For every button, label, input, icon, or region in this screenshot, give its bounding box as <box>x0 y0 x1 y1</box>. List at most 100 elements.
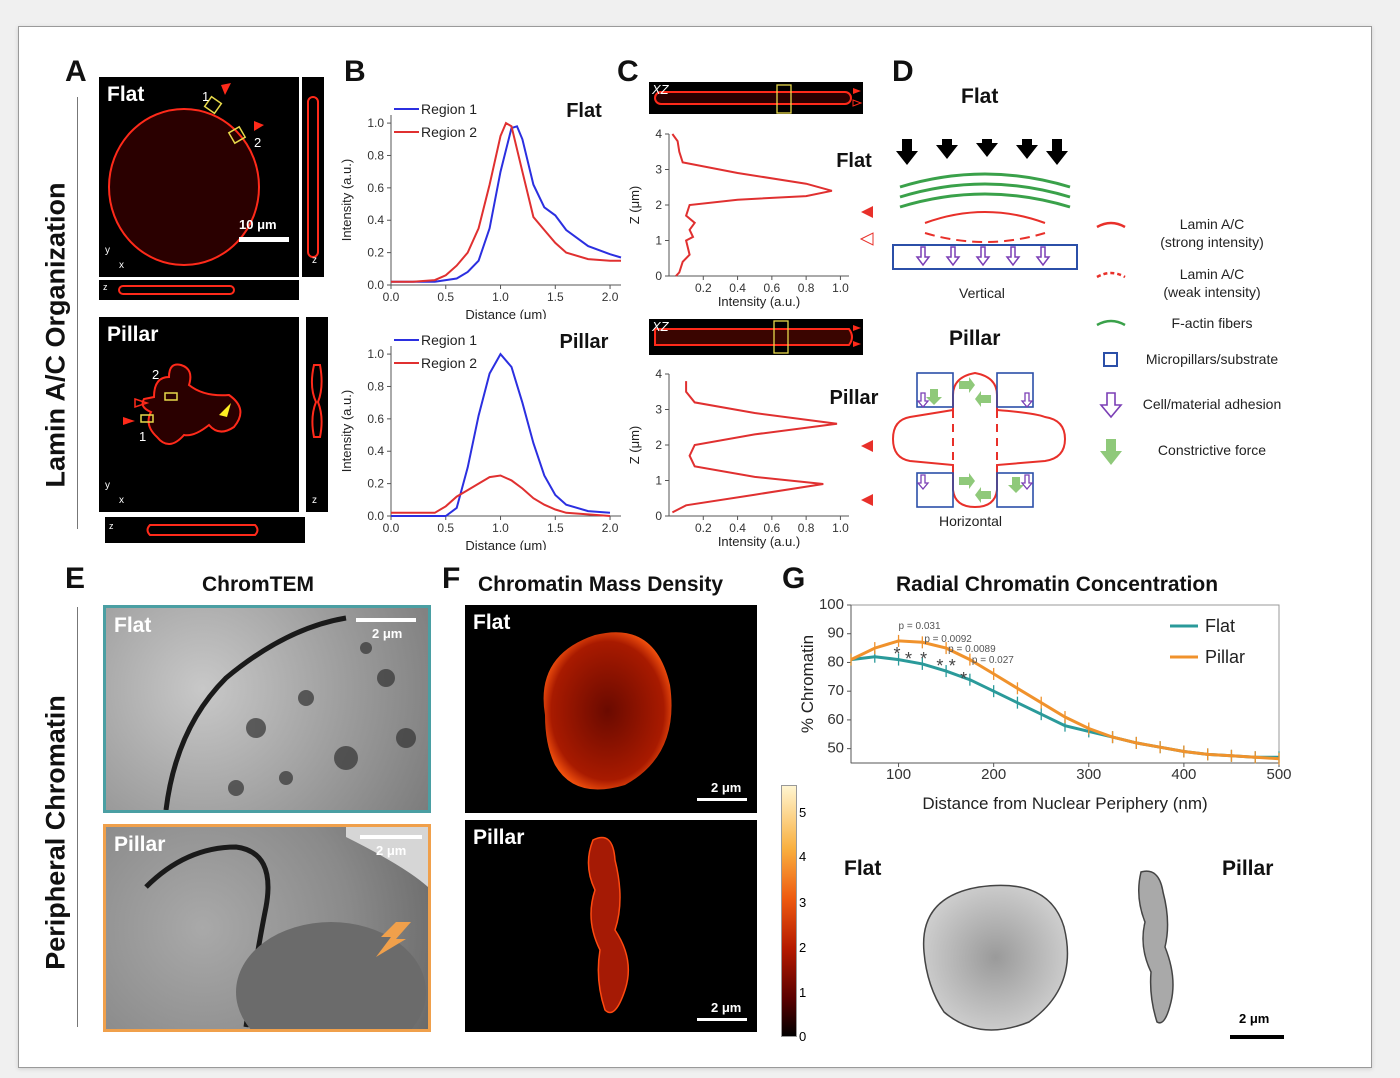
y-tick-label: 4 <box>655 127 662 141</box>
p-value-annotation: p = 0.031 <box>899 621 941 632</box>
panel-g-title: Radial Chromatin Concentration <box>896 573 1219 596</box>
colorbar-tick-1: 1 <box>799 985 807 1000</box>
flat-tem-scale-label: 2 μm <box>372 626 403 641</box>
x-tick-label: 100 <box>886 766 911 783</box>
pillar-tem-scale-label: 2 μm <box>376 843 407 858</box>
flat-tem-scalebar <box>356 618 416 622</box>
x-tick-label: 0.8 <box>798 281 815 295</box>
flat-region-2-label: 2 <box>254 135 262 150</box>
y-tick-label: 100 <box>819 596 844 613</box>
panel-d-flat-diagram <box>892 139 1078 270</box>
panel-g-scale-label: 2 μm <box>1239 1011 1270 1026</box>
panel-f-flat-label: Flat <box>473 611 511 634</box>
x-tick-label: 1.0 <box>492 521 509 535</box>
x-tick-label: 400 <box>1171 766 1196 783</box>
panel-a-flat-xz: z <box>99 280 299 300</box>
x-tick-label: 0.4 <box>729 521 746 535</box>
series-line-flat <box>850 655 1279 759</box>
colorbar-tick-3: 3 <box>799 895 807 910</box>
peak-arrow-lower <box>861 494 873 506</box>
flat-xy-axis-x: x <box>119 260 124 271</box>
pillar-xz-axis-z: z <box>109 521 114 531</box>
legend-label: Flat <box>1205 616 1235 636</box>
y-tick-label: 0.0 <box>367 509 384 523</box>
y-tick-label: 80 <box>827 653 844 670</box>
x-axis-label: Distance (μm) <box>465 538 546 550</box>
panel-a-pillar-xy: Pillar 2 1 y x <box>99 317 299 512</box>
y-axis-label: Z (μm) <box>629 186 642 225</box>
pillar-tem-image <box>144 827 428 1029</box>
flat-scale-label: 10 μm <box>239 217 277 232</box>
chart-c-flat: 0.2 0.4 0.6 0.8 1.0 0 1 2 3 4 Intensity (a.u.) Z (μ… <box>629 127 874 309</box>
panel-a-pillar-label: Pillar <box>107 323 159 346</box>
y-tick-label: 3 <box>655 163 662 177</box>
chart-b-flat: 0.0 0.5 1.0 1.5 2.0 0.0 0.2 0.4 0.6 0.8 1.0 Distanc… <box>339 100 622 319</box>
purple-arrow-icon <box>1099 392 1123 419</box>
panel-e-flat-label: Flat <box>114 614 152 637</box>
x-tick-label: 0.2 <box>695 281 712 295</box>
panel-f-flat-density: Flat 2 μm <box>465 605 757 813</box>
x-tick-label: 0.6 <box>764 521 781 535</box>
x-tick-label: 500 <box>1266 766 1291 783</box>
panel-d-legend-icons <box>1096 221 1126 465</box>
pillar-region-1-label: 1 <box>139 429 147 444</box>
chart-title: Flat <box>566 100 602 122</box>
panel-f-title: Chromatin Mass Density <box>478 573 724 596</box>
flat-density-scale-label: 2 μm <box>711 780 742 795</box>
x-axis-label: Distance from Nuclear Periphery (nm) <box>922 794 1207 813</box>
panel-label-c: C <box>617 55 639 88</box>
panel-e-title: ChromTEM <box>202 573 314 596</box>
peak-arrow-open <box>859 232 874 246</box>
series-line-0 <box>671 133 833 277</box>
x-tick-label: 0.4 <box>729 281 746 295</box>
panel-d-pillar-diagram <box>891 371 1067 509</box>
y-tick-label: 0.4 <box>367 213 384 227</box>
pillar-region-2-label: 2 <box>152 367 160 382</box>
y-tick-label: 1 <box>655 234 662 248</box>
significance-star: * <box>894 644 901 664</box>
significance-star: * <box>936 656 943 676</box>
legend-label: Region 1 <box>421 332 477 348</box>
x-tick-label: 0.8 <box>798 521 815 535</box>
figure-frame: A B C D E F G Lamin A/C Organization Per… <box>18 26 1372 1068</box>
x-tick-label: 0.2 <box>695 521 712 535</box>
p-value-annotation: p = 0.027 <box>972 655 1014 666</box>
flat-xz-axis-z: z <box>103 282 108 292</box>
panel-c-flat-xz: XZ <box>649 82 863 114</box>
legend-lamin-strong: Lamin A/C (strong intensity) <box>1127 215 1297 251</box>
green-arrow-icon <box>1100 439 1122 465</box>
y-tick-label: 1 <box>655 474 662 488</box>
y-tick-label: 4 <box>655 367 662 381</box>
pillar-density-scale-label: 2 μm <box>711 1000 742 1015</box>
panel-e-pillar-label: Pillar <box>114 833 166 856</box>
colorbar-tick-4: 4 <box>799 849 807 864</box>
peak-arrow-filled <box>861 206 873 218</box>
x-tick-label: 0.0 <box>383 521 400 535</box>
colorbar-tick-2: 2 <box>799 940 807 955</box>
legend-label: Pillar <box>1205 647 1245 667</box>
significance-star: * <box>960 669 967 689</box>
flat-density-scalebar <box>697 798 747 801</box>
panel-label-a: A <box>65 55 87 88</box>
panel-d-pillar-title: Pillar <box>949 327 1001 350</box>
y-tick-label: 0.2 <box>367 477 384 491</box>
pillar-yz-axis-z: z <box>312 495 317 506</box>
x-tick-label: 1.0 <box>492 290 509 304</box>
legend-factin: F-actin fibers <box>1171 315 1253 331</box>
legend-lamin-weak-line1: Lamin A/C <box>1179 266 1245 282</box>
y-tick-label: 70 <box>827 682 844 699</box>
panel-d-horizontal-label: Horizontal <box>939 513 1003 529</box>
panel-g-flat-label: Flat <box>844 857 882 880</box>
panel-g-pillar-label: Pillar <box>1222 857 1274 880</box>
y-tick-label: 3 <box>655 403 662 417</box>
x-tick-label: 1.0 <box>832 521 849 535</box>
plot-area <box>391 346 621 516</box>
y-axis-label: % Chromatin <box>798 635 817 733</box>
y-tick-label: 0.4 <box>367 444 384 458</box>
chart-title: Flat <box>836 150 872 172</box>
legend-constrictive-force: Constrictive force <box>1157 442 1267 458</box>
x-axis-label: Distance (μm) <box>465 307 546 319</box>
y-tick-label: 0.0 <box>367 278 384 292</box>
x-tick-label: 200 <box>981 766 1006 783</box>
y-tick-label: 0.8 <box>367 148 384 162</box>
